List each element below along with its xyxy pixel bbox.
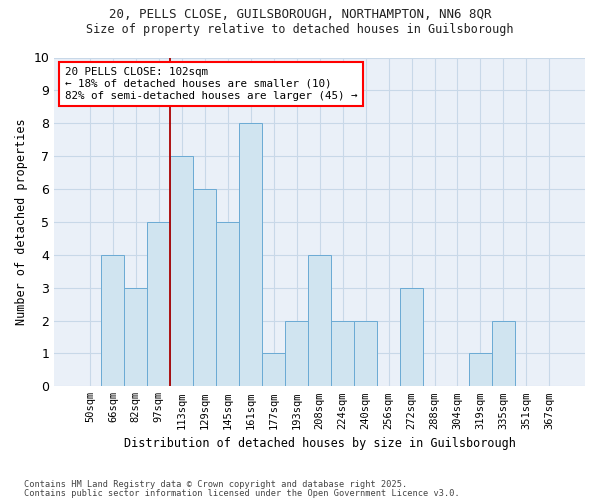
Bar — [239, 124, 262, 386]
Bar — [262, 354, 285, 386]
Bar — [285, 320, 308, 386]
Bar — [331, 320, 354, 386]
Bar — [124, 288, 148, 386]
Text: 20 PELLS CLOSE: 102sqm
← 18% of detached houses are smaller (10)
82% of semi-det: 20 PELLS CLOSE: 102sqm ← 18% of detached… — [65, 68, 358, 100]
Y-axis label: Number of detached properties: Number of detached properties — [15, 118, 28, 325]
Bar — [469, 354, 492, 386]
Bar — [308, 255, 331, 386]
Text: Contains public sector information licensed under the Open Government Licence v3: Contains public sector information licen… — [24, 489, 460, 498]
Bar — [193, 189, 216, 386]
X-axis label: Distribution of detached houses by size in Guilsborough: Distribution of detached houses by size … — [124, 437, 515, 450]
Text: Size of property relative to detached houses in Guilsborough: Size of property relative to detached ho… — [86, 22, 514, 36]
Bar — [216, 222, 239, 386]
Bar — [400, 288, 423, 386]
Bar — [170, 156, 193, 386]
Text: Contains HM Land Registry data © Crown copyright and database right 2025.: Contains HM Land Registry data © Crown c… — [24, 480, 407, 489]
Bar — [148, 222, 170, 386]
Bar — [354, 320, 377, 386]
Text: 20, PELLS CLOSE, GUILSBOROUGH, NORTHAMPTON, NN6 8QR: 20, PELLS CLOSE, GUILSBOROUGH, NORTHAMPT… — [109, 8, 491, 20]
Bar — [492, 320, 515, 386]
Bar — [101, 255, 124, 386]
